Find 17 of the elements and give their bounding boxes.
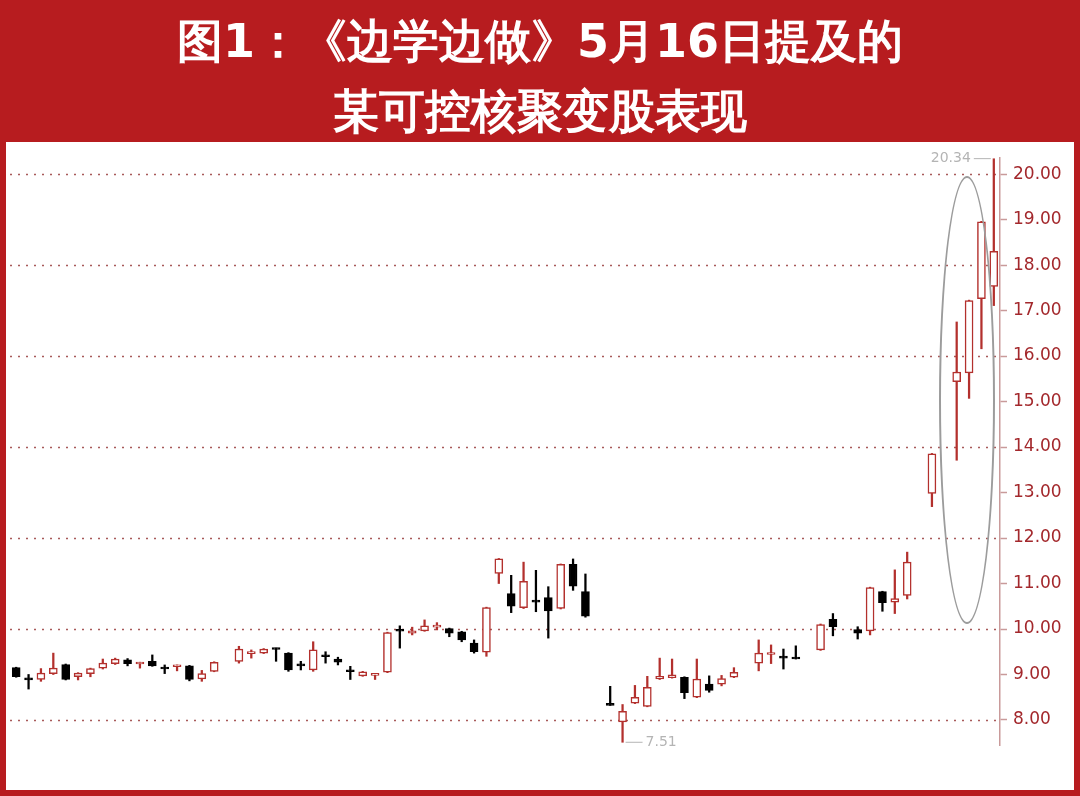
y-tick-label: 10.00: [1013, 617, 1062, 638]
y-tick-label: 13.00: [1013, 480, 1062, 501]
annotation: 20.34: [930, 149, 971, 166]
y-tick-label: 19.00: [1013, 208, 1062, 229]
y-tick-label: 12.00: [1013, 526, 1062, 547]
y-tick-label: 8.00: [1013, 708, 1051, 729]
y-tick-label: 16.00: [1013, 344, 1062, 365]
y-tick-label: 15.00: [1013, 389, 1062, 410]
chart-title: 图1：《边学边做》5月16日提及的某可控核聚变股表现: [176, 13, 904, 140]
y-tick-label: 17.00: [1013, 299, 1062, 320]
candlestick: [321, 651, 330, 664]
y-tick-label: 14.00: [1013, 435, 1062, 456]
y-tick-label: 20.00: [1013, 162, 1062, 183]
annotation: 7.51: [645, 732, 677, 749]
y-tick-label: 9.00: [1013, 662, 1051, 683]
y-tick-label: 18.00: [1013, 253, 1062, 274]
y-tick-label: 11.00: [1013, 571, 1062, 592]
